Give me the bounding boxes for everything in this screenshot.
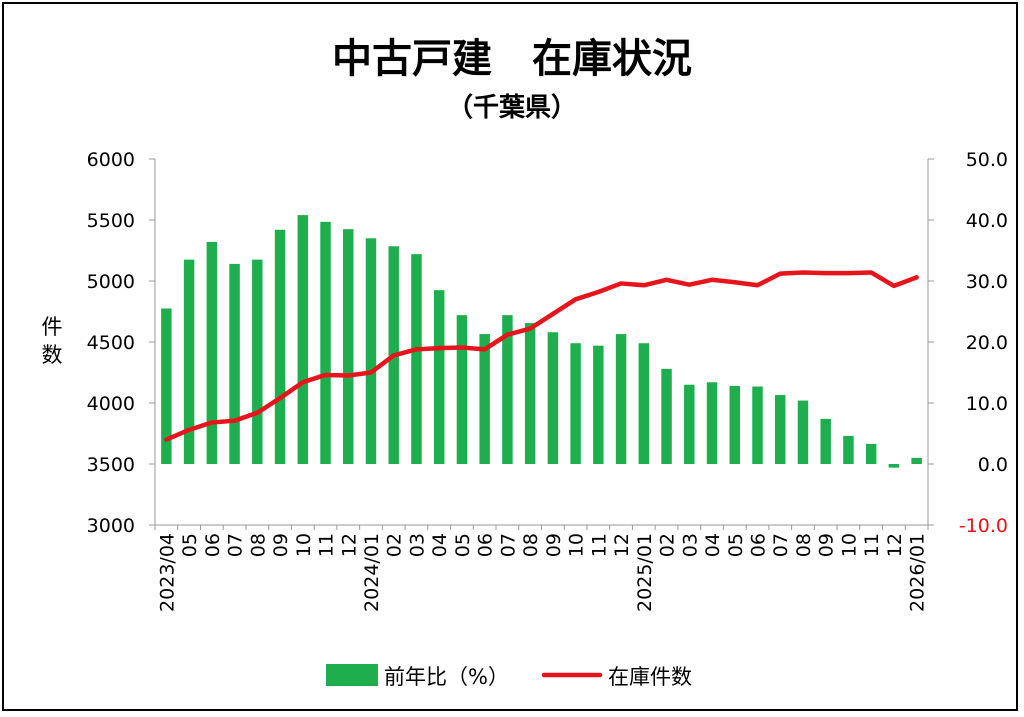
x-tick-label-4: 08 [247,533,269,557]
bar-6 [297,215,309,464]
series-line-inventory [164,270,919,442]
bar-26 [752,386,763,464]
bar-3 [229,263,240,464]
x-tick-label-25: 05 [725,533,747,557]
x-tick-label-2: 06 [202,533,224,557]
bar-11 [411,254,422,464]
bar-14 [479,334,490,464]
left-tick-label-1: 3500 [87,454,135,476]
x-tick-label-15: 07 [497,533,519,557]
bar-31 [865,443,877,464]
bar-16 [524,323,536,464]
bar-4 [252,259,263,464]
left-tick-label-6: 6000 [87,149,135,171]
bar-12 [433,290,445,464]
bar-19 [593,345,604,464]
bar-8 [343,229,354,464]
chart-title: 中古戸建 在庫状況 [332,36,692,82]
plot-area: 3000 3500 4000 4500 5000 5500 6000 -10.0 0.0 10.0… [42,149,1009,612]
x-tick-label-5: 09 [270,533,292,557]
bar-27 [774,395,786,464]
bar-18 [570,343,581,464]
bar-22 [661,368,672,464]
x-tick-label-11: 03 [406,533,428,557]
legend-label-line: 在庫件数 [608,665,692,689]
bar-20 [615,334,627,464]
x-tick-label-33: 2026/01 [907,533,929,612]
bar-15 [502,315,513,464]
bar-5 [274,229,286,464]
left-tick-label-5: 5500 [87,210,135,232]
right-tick-label-0: -10.0 [959,515,1008,537]
left-tick-label-2: 4000 [87,393,135,415]
right-tick-label-1: 0.0 [978,454,1008,476]
bar-29 [820,418,831,464]
x-tick-label-19: 11 [588,533,610,557]
x-tick-label-31: 11 [861,533,883,557]
right-tick-label-5: 40.0 [966,210,1008,232]
bar-1 [183,259,195,464]
legend-label-bar: 前年比（%） [384,665,509,689]
bar-32 [888,464,900,468]
bar-0 [161,308,172,464]
y-axis-label-char-1: 数 [42,343,63,367]
x-tick-label-17: 09 [543,533,565,557]
bar-21 [638,343,650,464]
x-tick-label-16: 08 [520,533,542,557]
chart-svg: 中古戸建 在庫状況 （千葉県） 3000 3500 4000 4500 5000 5500… [42,36,1009,689]
legend: 前年比（%） 在庫件数 [326,664,692,689]
x-tick-label-10: 02 [384,533,406,557]
bar-24 [706,382,718,464]
x-tick-label-29: 09 [816,533,838,557]
x-tick-label-7: 11 [316,533,338,557]
bar-30 [843,435,854,464]
x-tick-label-0: 2023/04 [156,533,178,612]
left-tick-label-0: 3000 [87,515,135,537]
bar-9 [365,238,377,464]
x-tick-label-26: 06 [747,533,769,557]
legend-swatch-bar [326,664,378,686]
bar-25 [729,385,740,464]
left-tick-label-4: 5000 [87,271,135,293]
left-tick-label-3: 4500 [87,332,135,354]
x-tick-label-21: 2025/01 [634,533,656,612]
right-tick-label-4: 30.0 [966,271,1008,293]
x-tick-label-23: 03 [679,533,701,557]
x-tick-label-1: 05 [179,533,201,557]
bar-13 [456,315,468,464]
bar-23 [684,384,695,464]
right-tick-label-3: 20.0 [966,332,1008,354]
x-tick-label-24: 04 [702,533,724,557]
x-tick-label-14: 06 [475,533,497,557]
x-tick-label-27: 07 [770,533,792,557]
x-tick-label-3: 07 [225,533,247,557]
right-tick-label-2: 10.0 [966,393,1008,415]
chart-subtitle: （千葉県） [447,93,577,123]
bar-33 [911,457,922,464]
x-tick-label-30: 10 [838,533,860,557]
right-tick-label-6: 50.0 [966,149,1008,171]
x-tick-label-13: 05 [452,533,474,557]
y-axis-label-char-0: 件 [42,315,63,339]
x-tick-label-32: 12 [884,533,906,557]
bar-17 [547,332,559,464]
x-tick-label-8: 12 [338,533,360,557]
bar-7 [320,221,331,464]
x-tick-label-9: 2024/01 [361,533,383,612]
x-tick-label-6: 10 [293,533,315,557]
bar-28 [797,400,809,464]
x-tick-label-22: 02 [657,533,679,557]
x-tick-label-12: 04 [429,533,451,557]
bar-2 [206,241,218,464]
x-tick-label-20: 12 [611,533,633,557]
x-tick-label-18: 10 [566,533,588,557]
x-tick-label-28: 08 [793,533,815,557]
